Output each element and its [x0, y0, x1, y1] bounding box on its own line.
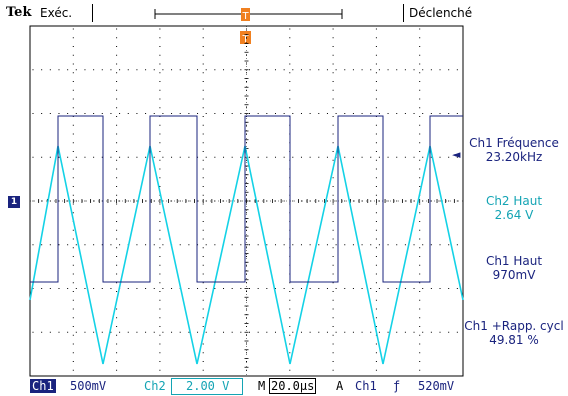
trigger-mode: A [336, 379, 344, 393]
trigger-source: Ch1 [355, 379, 377, 393]
divider [92, 4, 93, 22]
ch2-label[interactable]: Ch2 [144, 379, 166, 393]
measurement-ch1-high: Ch1 Haut 970mV [462, 254, 566, 282]
divider [403, 4, 404, 22]
graticule-grid [29, 25, 463, 377]
trigger-level-marker: ◄ [452, 148, 461, 161]
measurement-ch2-high: Ch2 Haut 2.64 V [462, 194, 566, 222]
measurement-label: Ch1 +Rapp. cycl [464, 319, 564, 333]
ch1-label[interactable]: Ch1 [30, 379, 56, 393]
measurement-ch1-frequency: Ch1 Fréquence 23.20kHz [462, 136, 566, 164]
ch1-volts-per-div: 500mV [70, 379, 107, 393]
ch1-ground-marker[interactable]: 1 [8, 196, 20, 208]
brand-logo: Tek [6, 5, 32, 20]
ch2-volts-per-div: 2.00 V [186, 379, 230, 393]
top-status-bar: Tek Exéc. Déclenché [0, 0, 568, 26]
measurement-value: 2.64 V [494, 208, 534, 222]
measurement-value: 49.81 % [489, 333, 539, 347]
svg-text:T: T [241, 34, 249, 45]
timebase-setting[interactable]: 20.0µs [269, 378, 317, 394]
measurement-label: Ch2 Haut [485, 194, 543, 208]
ch2-scale-box [171, 378, 243, 395]
measurement-ch1-duty-cycle: Ch1 +Rapp. cycl 49.81 % [462, 319, 566, 347]
ch1-waveform [30, 115, 463, 283]
trigger-level: 520mV [418, 379, 455, 393]
trigger-slope-icon: ƒ [393, 379, 401, 393]
measurement-label: Ch1 Fréquence [469, 136, 559, 150]
acquisition-state: Exéc. [40, 6, 73, 20]
measurement-label: Ch1 Haut [485, 254, 543, 268]
measurement-value: 970mV [492, 268, 536, 282]
svg-text:T: T [241, 11, 249, 22]
bottom-status-bar: Ch1 500mV Ch2 2.00 V M 20.0µs A Ch1 ƒ 52… [0, 377, 568, 396]
trigger-status: Déclenché [409, 6, 473, 20]
trigger-position-marker: T T [240, 8, 251, 45]
main-timebase-label: M [258, 379, 266, 393]
measurement-value: 23.20kHz [485, 150, 543, 164]
